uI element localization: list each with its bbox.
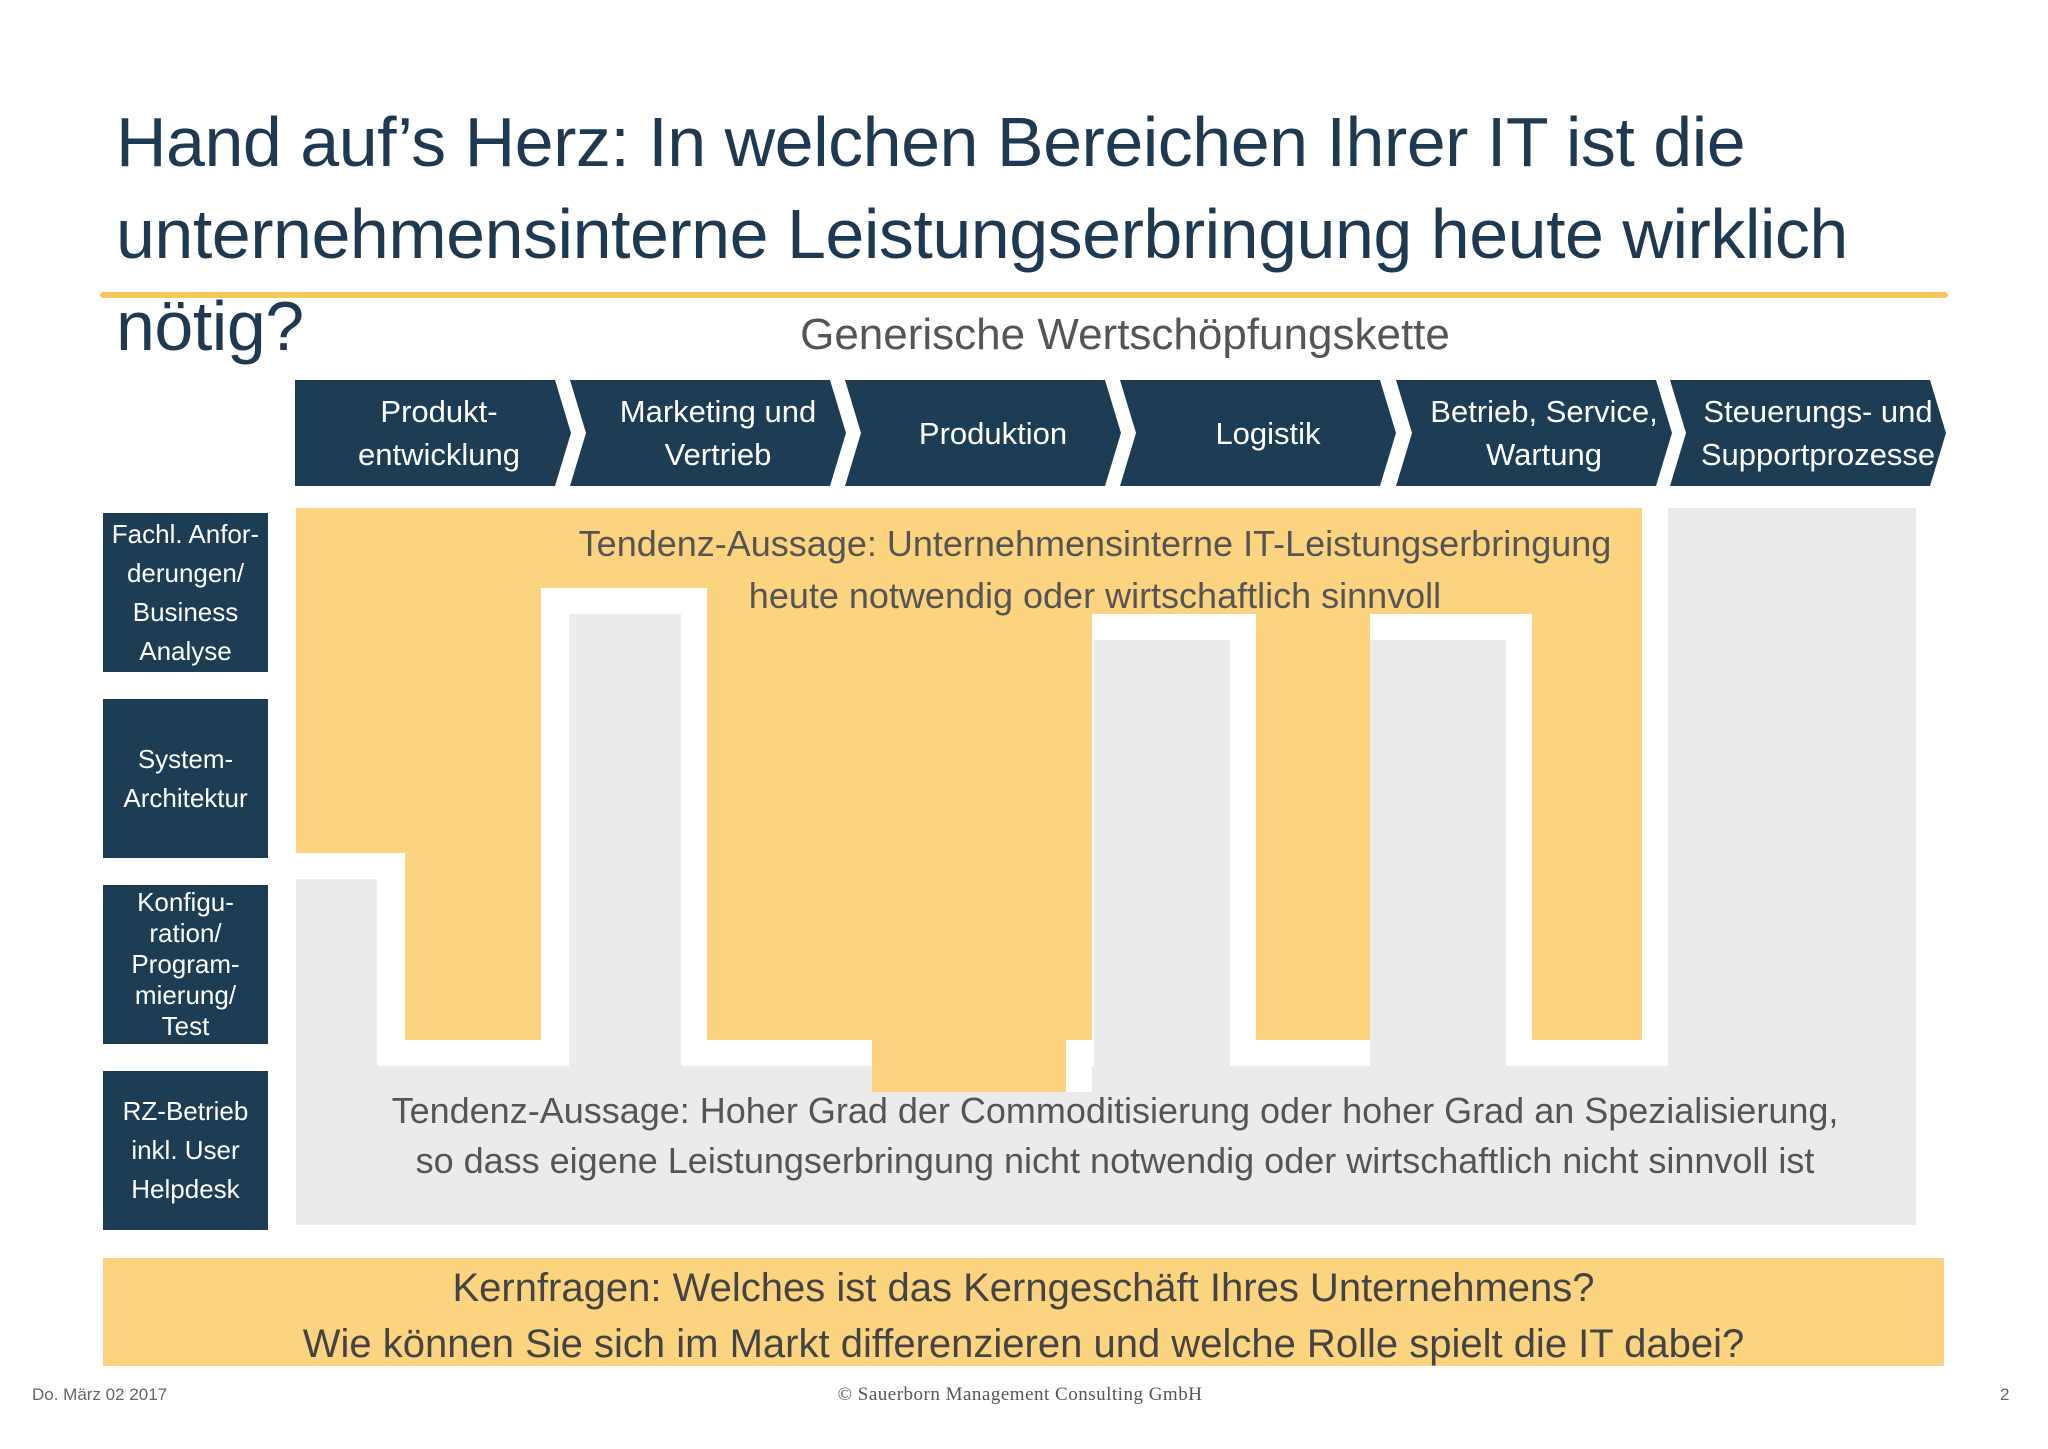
- footer-date: Do. März 02 2017: [32, 1385, 168, 1404]
- statement-internal: Tendenz-Aussage: Unternehmensinterne IT-…: [520, 518, 1670, 622]
- chain-step-operations-service: Betrieb, Service, Wartung: [1396, 380, 1672, 486]
- row-label-datacenter-helpdesk: RZ-Betrieb inkl. User Helpdesk: [103, 1071, 268, 1230]
- key-questions-line-1: Kernfragen: Welches ist das Kerngeschäft…: [452, 1266, 1595, 1310]
- chain-step-logistics: Logistik: [1120, 380, 1396, 486]
- row-label-line: RZ-Betrieb: [122, 1096, 249, 1126]
- key-questions-box: Kernfragen: Welches ist das Kerngeschäft…: [103, 1258, 1944, 1366]
- chain-step-label: Produkt-: [380, 394, 498, 429]
- outsourcing-bars: [296, 614, 1506, 1066]
- chain-step-production: Produktion: [845, 380, 1121, 486]
- slide-title: Hand auf’s Herz: In welchen Bereichen Ih…: [116, 96, 1976, 372]
- row-label-line: mierung/: [134, 980, 237, 1010]
- footer-page-number: 2: [2000, 1385, 2010, 1404]
- statement-external-line-2: so dass eigene Leistungserbringung nicht…: [415, 1140, 1815, 1181]
- statement-internal-line-2: heute notwendig oder wirtschaftlich sinn…: [748, 575, 1442, 616]
- slide-title-line-2: unternehmensinterne Leistungserbringung …: [116, 195, 1848, 365]
- row-label-system-architecture: System- Architektur: [103, 699, 268, 858]
- row-label-line: Helpdesk: [131, 1174, 240, 1204]
- row-label-line: Fachl. Anfor-: [111, 518, 260, 549]
- chain-step-label: Vertrieb: [664, 437, 772, 472]
- chain-step-control-support: Steuerungs- und Supportprozesse: [1670, 380, 1946, 486]
- chain-step-label: Logistik: [1215, 415, 1321, 451]
- row-label-line: inkl. User: [131, 1135, 240, 1165]
- chain-step-label: Produktion: [918, 415, 1068, 451]
- statement-internal-line-1: Tendenz-Aussage: Unternehmensinterne IT-…: [578, 523, 1612, 564]
- key-questions-line-2: Wie können Sie sich im Markt differenzie…: [302, 1322, 1745, 1366]
- chain-heading: Generische Wertschöpfungskette: [800, 310, 1450, 359]
- slide-title-line-1: Hand auf’s Herz: In welchen Bereichen Ih…: [116, 103, 1746, 181]
- chain-step-label: Wartung: [1485, 437, 1602, 472]
- row-label-business-analysis: Fachl. Anfor- derungen/ Business Analyse: [103, 513, 268, 672]
- row-label-line: Konfigu-: [137, 887, 234, 917]
- row-label-line: Test: [161, 1011, 210, 1041]
- row-label-line: ration/: [149, 918, 222, 948]
- statement-external: Tendenz-Aussage: Hoher Grad der Commodit…: [380, 1086, 1850, 1186]
- row-label-line: derungen/: [126, 557, 245, 588]
- row-label-line: Program-: [131, 949, 240, 979]
- insourcing-area: [296, 508, 1642, 1092]
- row-label-line: Analyse: [139, 635, 232, 666]
- chain-step-label: Steuerungs- und: [1703, 394, 1933, 429]
- row-label-line: System-: [137, 743, 234, 774]
- chain-step-product-development: Produkt-entwicklung: [295, 380, 571, 486]
- footer-copyright: © Sauerborn Management Consulting GmbH: [837, 1384, 1203, 1405]
- statement-external-line-1: Tendenz-Aussage: Hoher Grad der Commodit…: [391, 1090, 1839, 1131]
- chain-step-label: entwicklung: [358, 437, 520, 472]
- chain-step-label: Betrieb, Service,: [1430, 394, 1658, 429]
- chain-step-label: Marketing und: [619, 394, 817, 429]
- row-label-configuration-programming-test: Konfigu- ration/ Program- mierung/ Test: [103, 885, 268, 1044]
- title-underline: [100, 292, 1948, 298]
- row-label-line: Architektur: [123, 782, 248, 813]
- chain-step-marketing-sales: Marketing und Vertrieb: [570, 380, 846, 486]
- chain-step-label: Supportprozesse: [1700, 437, 1936, 472]
- row-label-line: Business: [132, 596, 239, 627]
